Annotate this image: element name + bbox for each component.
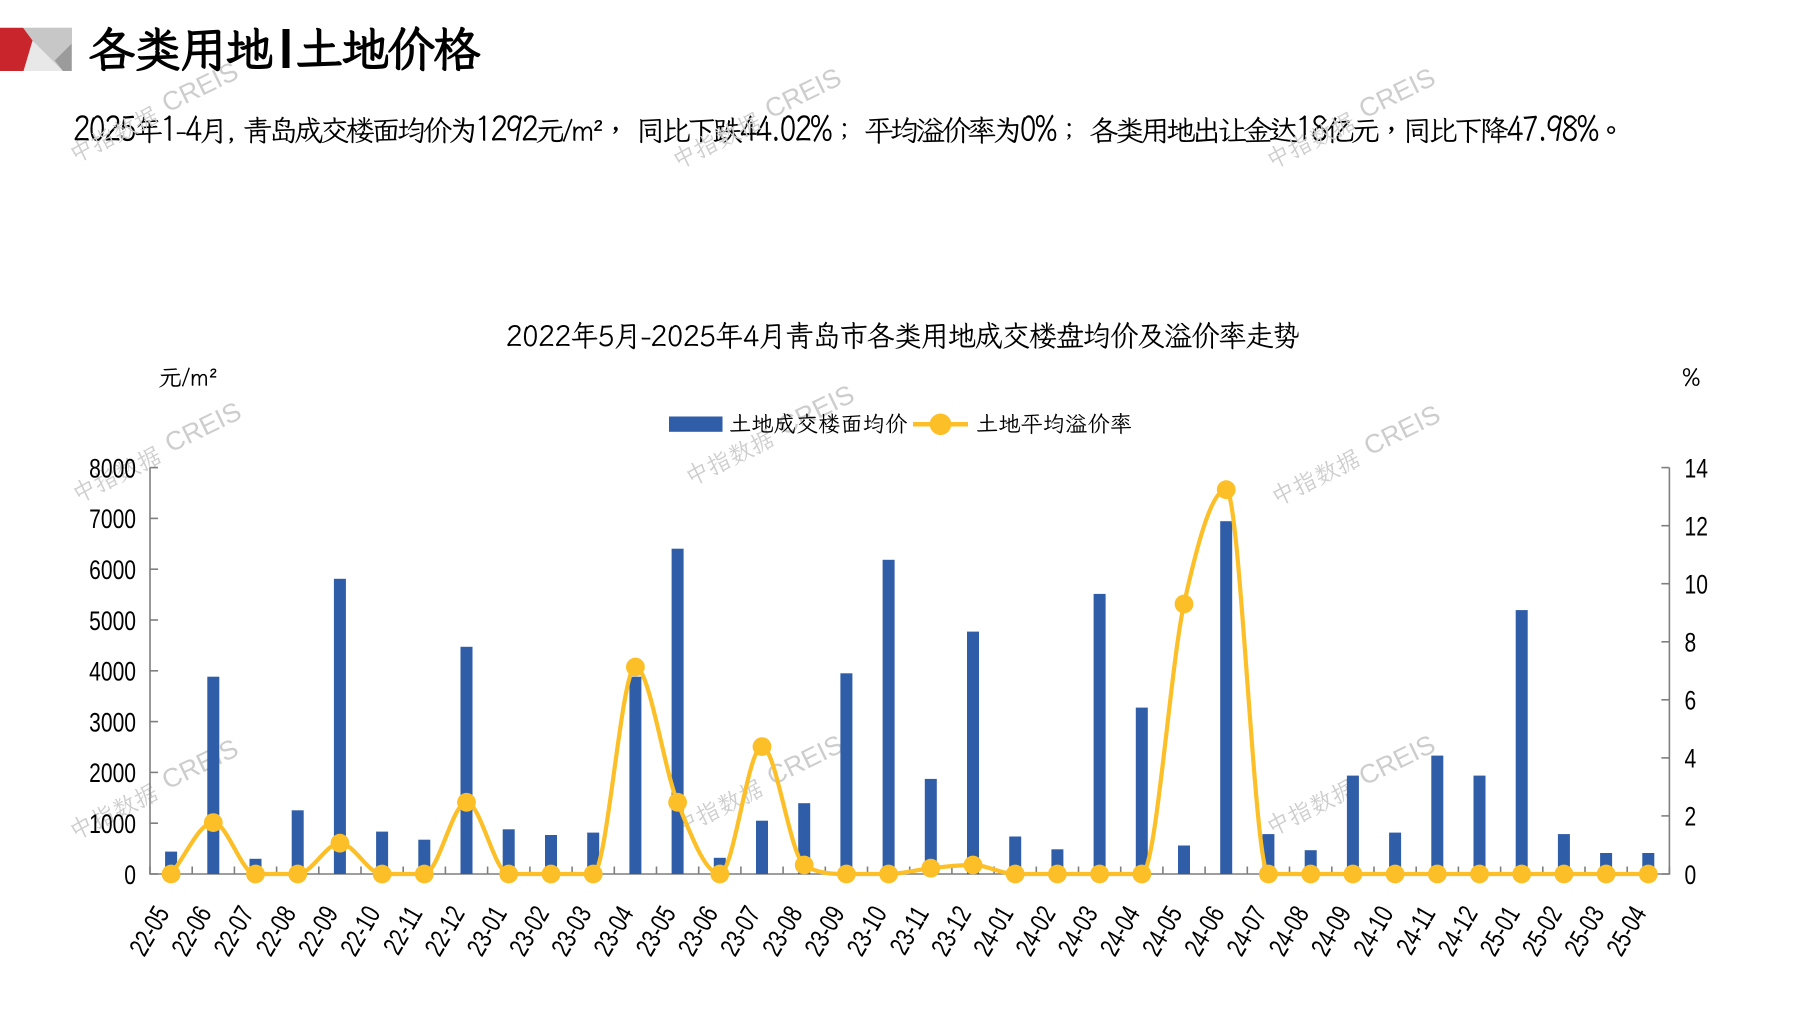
svg-text:7000: 7000	[89, 505, 136, 535]
svg-text:23-11: 23-11	[884, 901, 936, 960]
svg-text:23-12: 23-12	[926, 901, 978, 961]
svg-text:22-09: 22-09	[292, 901, 344, 961]
svg-text:CREIS: CREIS	[160, 396, 246, 458]
svg-text:24-03: 24-03	[1052, 901, 1104, 961]
svg-text:24-06: 24-06	[1179, 901, 1231, 961]
svg-text:22-12: 22-12	[419, 901, 471, 961]
svg-text:8: 8	[1685, 628, 1697, 658]
svg-text:0: 0	[1685, 860, 1697, 890]
svg-text:25-04: 25-04	[1601, 901, 1653, 961]
svg-text:24-12: 24-12	[1432, 901, 1484, 961]
svg-text:0: 0	[124, 860, 136, 890]
svg-text:2000: 2000	[89, 759, 136, 789]
svg-text:25-01: 25-01	[1474, 901, 1526, 961]
svg-text:24-07: 24-07	[1221, 901, 1273, 961]
svg-text:23-09: 23-09	[799, 901, 851, 961]
svg-text:24-10: 24-10	[1348, 901, 1400, 961]
svg-text:23-04: 23-04	[588, 901, 640, 961]
svg-text:5000: 5000	[89, 606, 136, 636]
svg-text:22-10: 22-10	[335, 901, 387, 961]
svg-text:CREIS: CREIS	[760, 62, 846, 124]
svg-text:22-07: 22-07	[208, 901, 260, 961]
svg-text:6000: 6000	[89, 556, 136, 586]
svg-text:24-01: 24-01	[968, 901, 1020, 961]
svg-text:25-02: 25-02	[1516, 901, 1568, 961]
svg-text:CREIS: CREIS	[762, 729, 848, 791]
svg-text:25-03: 25-03	[1559, 901, 1611, 961]
svg-text:23-01: 23-01	[461, 901, 513, 961]
svg-text:12: 12	[1685, 512, 1708, 542]
svg-text:4000: 4000	[89, 657, 136, 687]
svg-text:23-05: 23-05	[630, 901, 682, 961]
svg-text:22-06: 22-06	[166, 901, 218, 961]
svg-text:10: 10	[1685, 570, 1708, 600]
svg-text:22-05: 22-05	[124, 901, 176, 961]
svg-text:24-02: 24-02	[1010, 901, 1062, 961]
svg-text:24-11: 24-11	[1391, 901, 1443, 960]
svg-text:22-08: 22-08	[250, 901, 302, 961]
svg-text:24-09: 24-09	[1305, 901, 1357, 961]
svg-text:CREIS: CREIS	[157, 733, 243, 795]
svg-text:CREIS: CREIS	[1359, 399, 1445, 461]
svg-text:1000: 1000	[89, 810, 136, 840]
svg-text:23-07: 23-07	[715, 901, 767, 961]
svg-text:23-06: 23-06	[672, 901, 724, 961]
svg-text:8000: 8000	[89, 454, 136, 484]
svg-text:CREIS: CREIS	[1354, 62, 1440, 124]
svg-text:22-11: 22-11	[378, 901, 430, 960]
svg-text:CREIS: CREIS	[1354, 729, 1440, 791]
svg-text:23-08: 23-08	[757, 901, 809, 961]
svg-text:23-02: 23-02	[504, 901, 556, 961]
svg-text:14: 14	[1685, 454, 1708, 484]
svg-text:24-08: 24-08	[1263, 901, 1315, 961]
svg-text:23-03: 23-03	[546, 901, 598, 961]
svg-text:23-10: 23-10	[841, 901, 893, 961]
svg-text:6: 6	[1685, 686, 1697, 716]
svg-text:2: 2	[1685, 802, 1697, 832]
svg-text:3000: 3000	[89, 708, 136, 738]
svg-text:24-04: 24-04	[1094, 901, 1146, 961]
svg-text:4: 4	[1685, 744, 1697, 774]
svg-text:24-05: 24-05	[1137, 901, 1189, 961]
